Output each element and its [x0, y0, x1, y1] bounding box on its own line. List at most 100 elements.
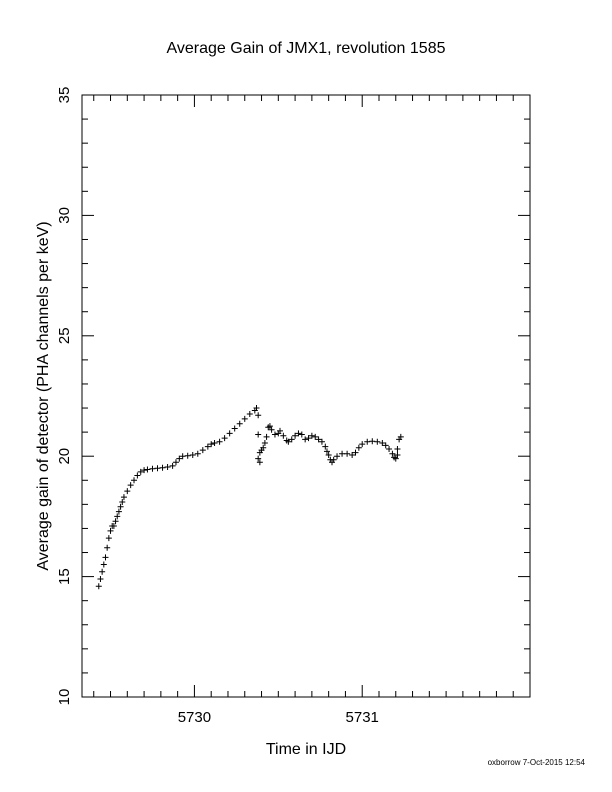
data-point: [386, 445, 393, 452]
data-point: [184, 452, 191, 459]
data-point: [308, 432, 315, 439]
data-point: [226, 430, 233, 437]
x-axis-tick-labels: 5730 5731: [178, 709, 379, 726]
x-tick-label: 5731: [346, 709, 379, 726]
data-point: [144, 466, 151, 473]
data-point: [394, 445, 401, 452]
data-point: [271, 431, 278, 438]
y-axis-tick-labels: 10 15 20 25 30 35: [56, 87, 73, 706]
data-point: [318, 438, 325, 445]
data-point: [302, 436, 309, 443]
data-point: [322, 443, 329, 450]
data-point: [292, 432, 299, 439]
data-point: [285, 438, 292, 445]
data-point: [120, 494, 127, 501]
data-point: [364, 438, 371, 445]
data-point: [276, 427, 283, 434]
data-point: [374, 438, 381, 445]
data-point: [112, 518, 119, 525]
data-point: [268, 426, 275, 433]
data-point: [131, 477, 138, 484]
data-point: [216, 438, 223, 445]
data-point: [255, 455, 262, 462]
data-point: [127, 482, 134, 489]
data-point: [325, 451, 332, 458]
data-points: [95, 405, 404, 590]
data-point: [134, 472, 141, 479]
chart-title: Average Gain of JMX1, revolution 1585: [167, 40, 446, 57]
data-point: [211, 439, 218, 446]
data-point: [110, 523, 117, 530]
data-point: [119, 498, 126, 505]
data-point: [172, 459, 179, 466]
data-point: [305, 435, 312, 442]
data-point: [115, 508, 122, 515]
data-point: [169, 462, 176, 469]
data-point: [95, 583, 102, 590]
data-point: [149, 465, 156, 472]
y-tick-label: 10: [56, 689, 73, 706]
x-tick-label: 5730: [178, 709, 211, 726]
data-point: [176, 455, 183, 462]
data-point: [236, 420, 243, 427]
data-point: [312, 433, 319, 440]
data-point: [339, 450, 346, 457]
data-point: [117, 503, 124, 510]
data-point: [369, 438, 376, 445]
data-point: [102, 554, 109, 561]
data-point: [379, 439, 386, 446]
data-point: [141, 467, 148, 474]
data-point: [298, 431, 305, 438]
data-point: [263, 433, 270, 440]
axis-ticks: [82, 94, 531, 698]
data-point: [280, 432, 287, 439]
data-point: [355, 444, 362, 451]
data-point: [194, 450, 201, 457]
data-point: [204, 443, 211, 450]
data-point: [241, 415, 248, 422]
data-point: [124, 488, 131, 495]
data-point: [256, 459, 263, 466]
y-tick-label: 25: [56, 327, 73, 344]
plot-frame: [81, 94, 531, 698]
data-point: [255, 412, 262, 419]
data-point: [315, 436, 322, 443]
data-point: [266, 423, 273, 430]
data-point: [295, 430, 302, 437]
data-point: [104, 544, 111, 551]
data-point: [359, 441, 366, 448]
footer-timestamp: oxborrow 7-Oct-2015 12:54: [488, 758, 586, 767]
data-point: [330, 456, 337, 463]
data-point: [154, 465, 161, 472]
data-point: [334, 453, 341, 460]
data-point: [260, 444, 267, 451]
data-point: [352, 449, 359, 456]
data-point: [164, 464, 171, 471]
data-point: [253, 405, 260, 412]
data-point: [288, 436, 295, 443]
data-point: [189, 451, 196, 458]
data-point: [382, 442, 389, 449]
data-point: [231, 425, 238, 432]
y-tick-label: 20: [56, 448, 73, 465]
data-point: [349, 451, 356, 458]
data-point: [105, 535, 112, 542]
data-point: [97, 576, 104, 583]
data-point: [392, 455, 399, 462]
data-point: [344, 450, 351, 457]
data-point: [99, 568, 106, 575]
data-point: [389, 450, 396, 457]
data-point: [323, 448, 330, 455]
data-point: [261, 439, 268, 446]
data-point: [137, 468, 144, 475]
data-point: [100, 561, 107, 568]
y-tick-label: 15: [56, 568, 73, 585]
data-point: [397, 433, 404, 440]
data-point: [246, 411, 253, 418]
x-axis-label: Time in IJD: [266, 741, 346, 758]
data-point: [179, 453, 186, 460]
data-point: [208, 441, 215, 448]
y-axis-label: Average gain of detector (PHA channels p…: [35, 221, 52, 570]
y-tick-label: 35: [56, 87, 73, 104]
